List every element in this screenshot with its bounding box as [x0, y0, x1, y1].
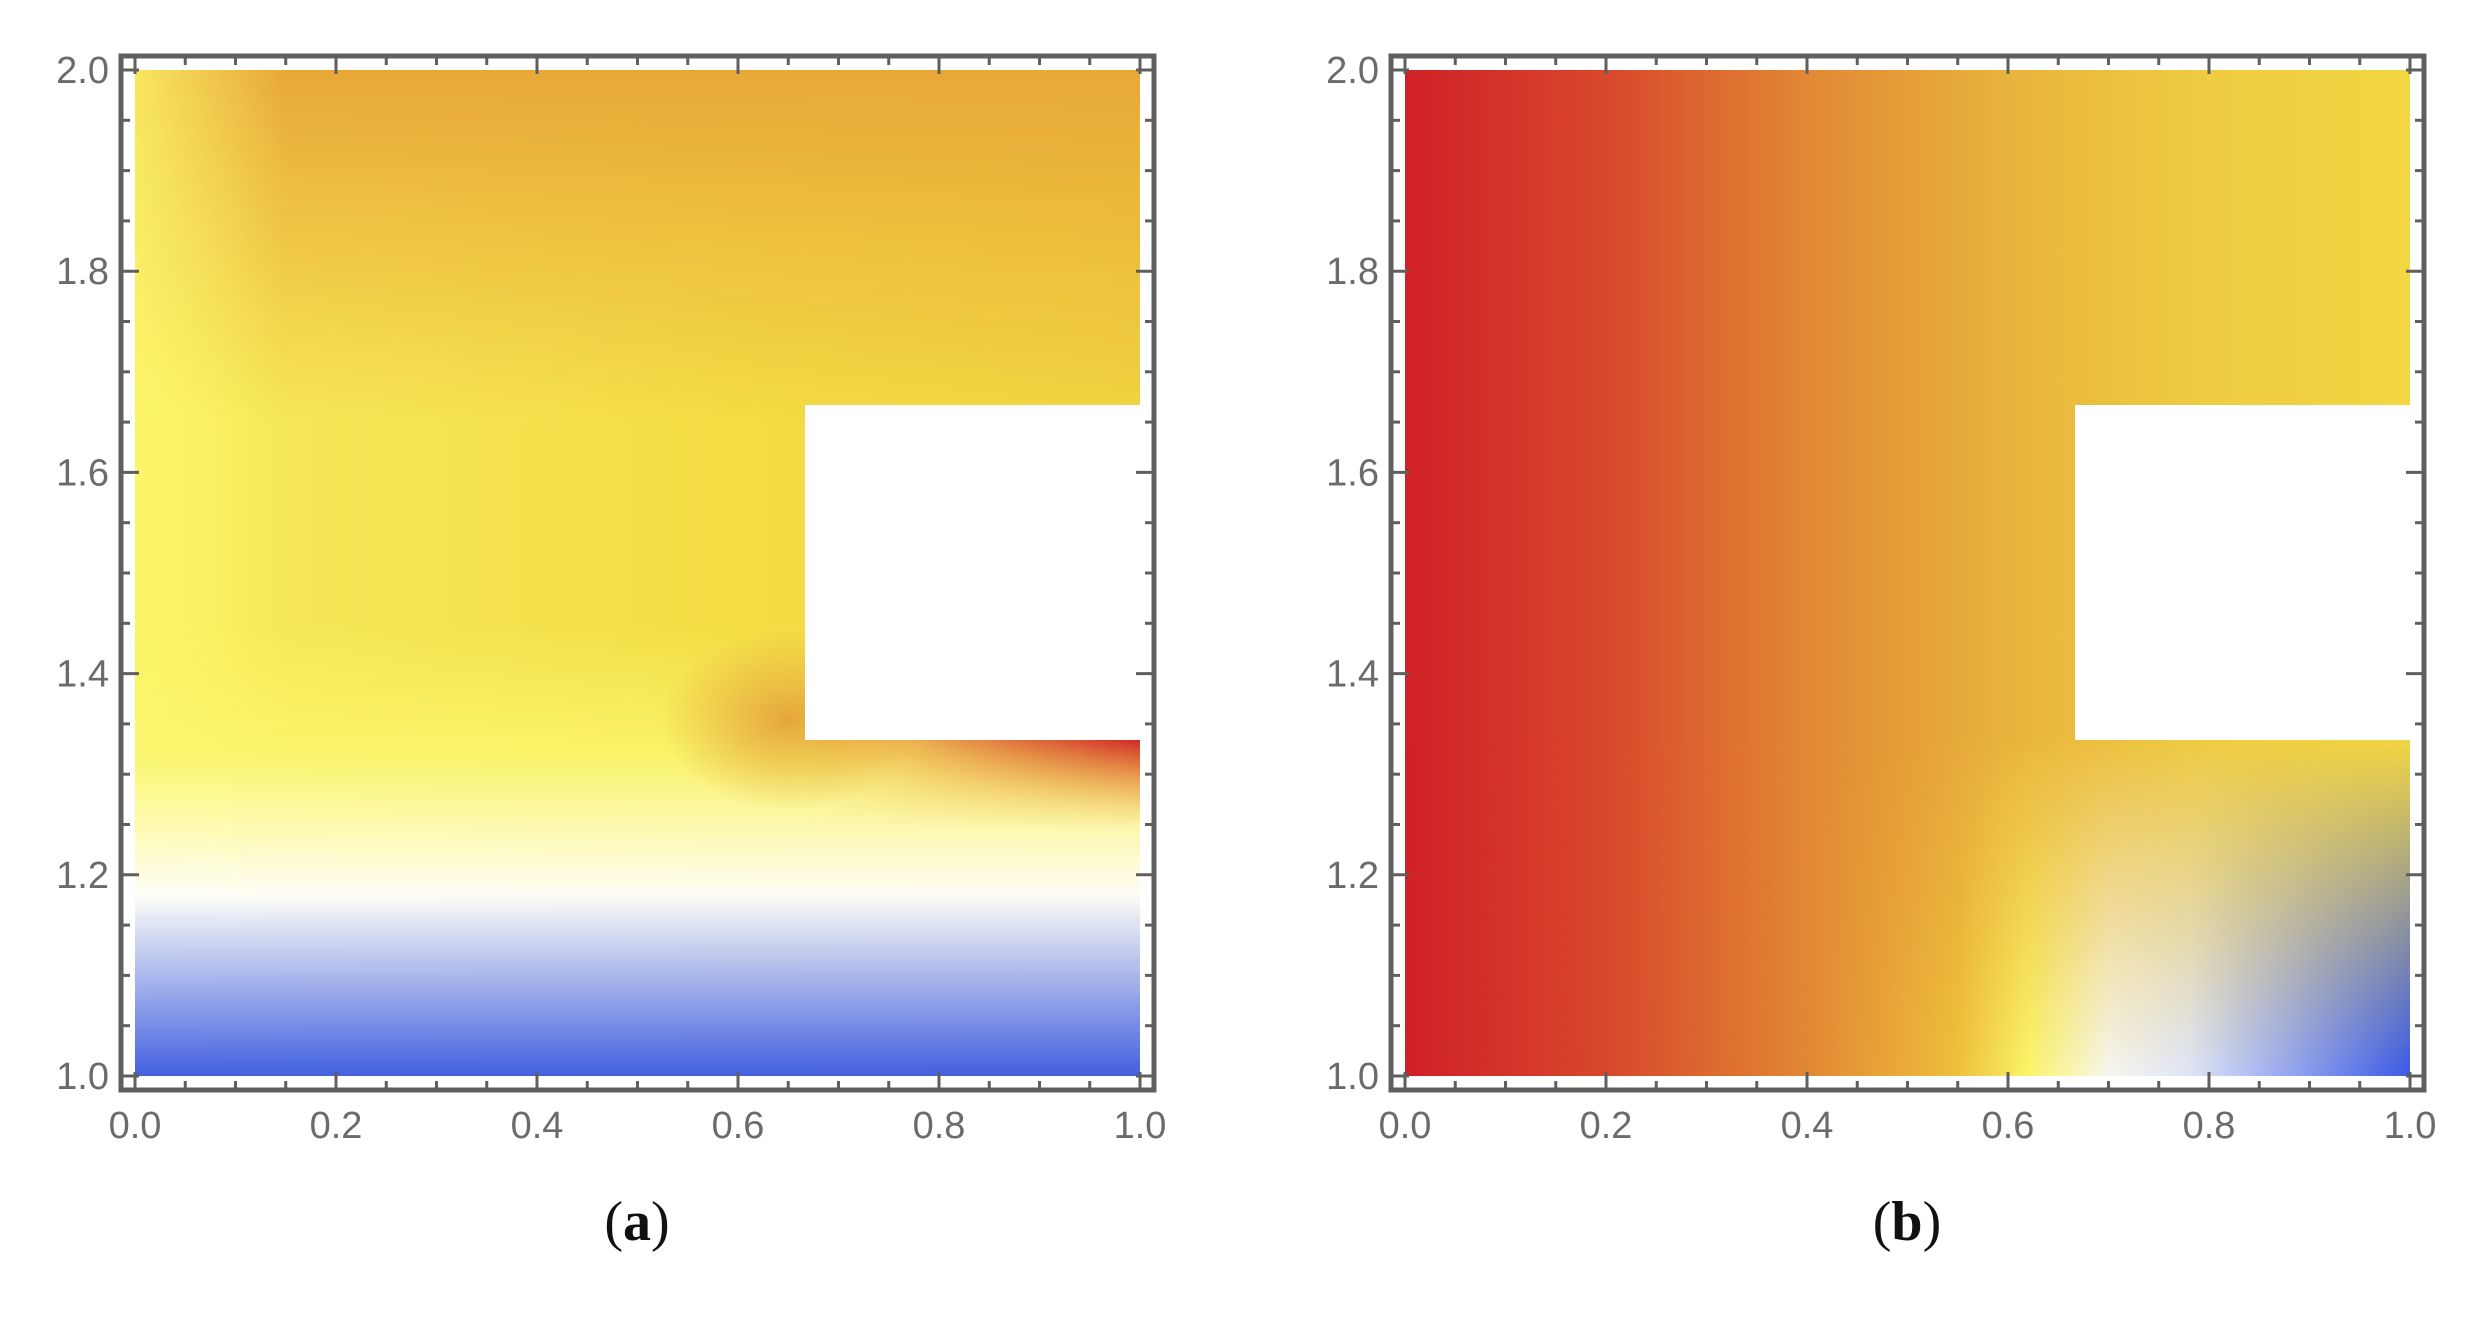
y-tick-label-a: 1.2 — [56, 855, 109, 897]
axes-a: 0.0 0.2 0.4 0.6 0.8 1.0 1.0 1.2 1.4 1.6 1.8 2.0 — [56, 50, 1166, 1147]
caption-b: (b) — [1873, 1191, 1941, 1253]
x-tick-label-b: 0.6 — [1982, 1105, 2035, 1147]
heatmap-b — [1405, 70, 2410, 1076]
x-tick-label-a: 1.0 — [1114, 1105, 1167, 1147]
x-tick-label-a: 0.6 — [712, 1105, 765, 1147]
y-tick-label-b: 1.6 — [1326, 452, 1379, 494]
y-tick-label-b: 1.8 — [1326, 251, 1379, 293]
heatmap-a-red-band — [805, 740, 1140, 830]
y-tick-label-a: 2.0 — [56, 50, 109, 92]
y-tick-label-b: 1.4 — [1326, 654, 1379, 696]
y-tick-label-b: 2.0 — [1326, 50, 1379, 92]
x-tick-label-b: 1.0 — [2384, 1105, 2437, 1147]
x-tick-label-a: 0.4 — [511, 1105, 564, 1147]
x-tick-label-b: 0.2 — [1580, 1105, 1633, 1147]
caption-a: (a) — [604, 1191, 669, 1253]
heatmap-b-upper — [1405, 70, 2410, 1076]
panel-a: 0.0 0.2 0.4 0.6 0.8 1.0 1.0 1.2 1.4 1.6 1.8 2.0 (a) — [56, 50, 1166, 1253]
y-tick-label-a: 1.0 — [56, 1056, 109, 1098]
y-tick-label-b: 1.2 — [1326, 855, 1379, 897]
x-tick-label-b: 0.0 — [1379, 1105, 1432, 1147]
y-tick-label-a: 1.6 — [56, 452, 109, 494]
heatmap-a-bottom-field — [135, 70, 1140, 1076]
y-tick-label-a: 1.8 — [56, 251, 109, 293]
y-tick-label-a: 1.4 — [56, 654, 109, 696]
y-tick-label-b: 1.0 — [1326, 1056, 1379, 1098]
x-tick-label-a: 0.0 — [109, 1105, 162, 1147]
axes-b: 0.0 0.2 0.4 0.6 0.8 1.0 1.0 1.2 1.4 1.6 1.8 2.0 — [1326, 50, 2436, 1147]
heatmap-a — [135, 70, 1140, 1076]
x-tick-label-a: 0.8 — [913, 1105, 966, 1147]
x-tick-label-b: 0.4 — [1781, 1105, 1834, 1147]
panel-b: 0.0 0.2 0.4 0.6 0.8 1.0 1.0 1.2 1.4 1.6 1.8 2.0 (b) — [1326, 50, 2436, 1253]
x-tick-label-a: 0.2 — [310, 1105, 363, 1147]
x-tick-label-b: 0.8 — [2183, 1105, 2236, 1147]
